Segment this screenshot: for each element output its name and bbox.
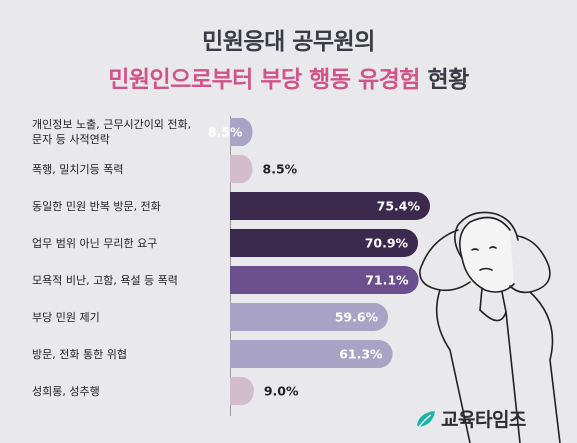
category-label-line: 문자 등 사적연락 (32, 133, 110, 146)
category-label-7: 방문, 전화 통한 위협 (32, 347, 232, 362)
bar-5-base (230, 266, 244, 294)
category-label-line: 동일한 민원 반복 방문, 전화 (32, 199, 161, 213)
bar-value-label-4: 70.9% (365, 236, 409, 251)
bar-1-base (230, 118, 244, 146)
bar-value-label-3: 75.4% (377, 199, 421, 214)
stressed-person-illustration (419, 211, 561, 443)
chart-title-rest: 현황 (419, 67, 469, 93)
bar-4-base (230, 229, 244, 257)
bar-6 (230, 303, 389, 331)
category-label-line: 부당 민원 제기 (32, 310, 100, 324)
category-label-line: 성희롱, 성추행 (32, 384, 100, 398)
chart-title-line1: 민원응대 공무원의 (202, 29, 375, 55)
bar-6-base (230, 303, 244, 331)
category-label-6: 부당 민원 제기 (32, 310, 232, 325)
bar-8-base (230, 377, 244, 405)
category-label-line: 모욕적 비난, 고함, 욕설 등 폭력 (32, 273, 178, 287)
chart-title-line2: 민원인으로부터 부당 행동 유경험 현황 (0, 60, 577, 94)
bar-value-label-1: 8.5% (208, 125, 243, 140)
bar-value-label-2: 8.5% (263, 162, 298, 177)
category-label-line: 폭행, 밀치기등 폭력 (32, 162, 124, 176)
bar-4 (230, 229, 419, 257)
category-label-5: 모욕적 비난, 고함, 욕설 등 폭력 (32, 273, 232, 288)
category-label-4: 업무 범위 아닌 무리한 요구 (32, 236, 232, 251)
bar-3 (230, 192, 430, 220)
category-label-line: 방문, 전화 통한 위협 (32, 347, 127, 361)
bar-value-label-8: 9.0% (264, 384, 299, 399)
bar-3-base (230, 192, 244, 220)
leaf-logo-icon (417, 410, 435, 427)
category-label-2: 폭행, 밀치기등 폭력 (32, 162, 232, 177)
category-label-1: 개인정보 노출, 근무시간이외 전화, 문자 등 사적연락 (32, 117, 232, 147)
chart-title-highlight: 민원인으로부터 부당 행동 유경험 (108, 67, 420, 93)
bar-value-label-5: 71.1% (365, 273, 409, 288)
category-label-3: 동일한 민원 반복 방문, 전화 (32, 199, 232, 214)
bar-2-base (230, 155, 244, 183)
bar-7-base (230, 340, 244, 368)
publisher-logo: 교육타임즈 (415, 405, 526, 432)
bar-value-label-7: 61.3% (339, 347, 383, 362)
category-label-8: 성희롱, 성추행 (32, 384, 232, 399)
bar-7 (230, 340, 393, 368)
bar-value-label-6: 59.6% (335, 310, 379, 325)
bar-5 (230, 266, 419, 294)
category-label-line: 업무 범위 아닌 무리한 요구 (32, 236, 158, 250)
category-label-line: 개인정보 노출, 근무시간이외 전화, (32, 118, 192, 131)
logo-text: 교육타임즈 (441, 409, 526, 431)
